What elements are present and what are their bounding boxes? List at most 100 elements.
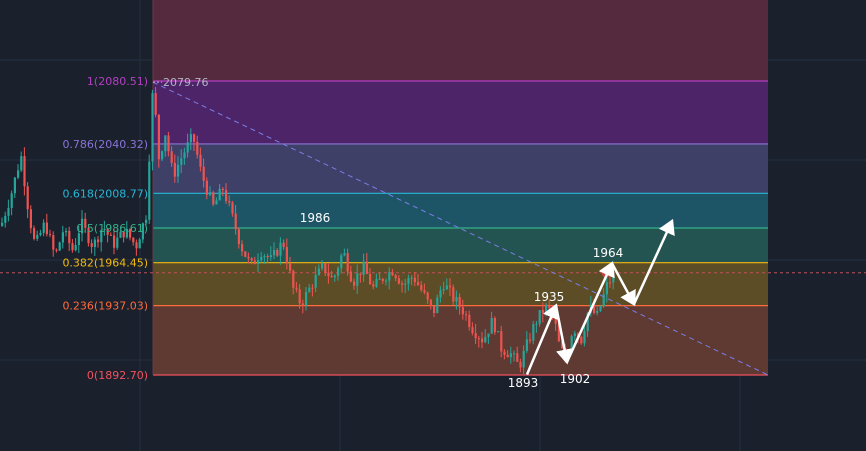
- trendline: [152, 81, 769, 376]
- candle-body-1: [4, 215, 7, 223]
- candle-body-31: [100, 230, 103, 243]
- candle-body-143: [458, 296, 461, 308]
- candle-body-57: [183, 152, 186, 159]
- candle-body-140: [449, 285, 452, 288]
- candle-body-168: [538, 310, 541, 324]
- fib-labels: 1(2080.51) 0.786(2040.32) 0.618(2008.77) 0.…: [62, 75, 148, 382]
- candle-body-120: [385, 280, 388, 282]
- candle-body-137: [439, 290, 442, 298]
- annotation-1935: 1935: [534, 290, 565, 304]
- candle-body-79: [253, 260, 256, 265]
- candle-body-101: [324, 263, 327, 273]
- candle-body-36: [116, 237, 119, 248]
- candle-body-58: [186, 142, 189, 153]
- candle-body-54: [173, 162, 176, 177]
- candle-body-100: [321, 263, 324, 269]
- fib-label-0.5: 0.5(1986.61): [76, 222, 148, 235]
- annotation-1902: 1902: [560, 372, 591, 386]
- candle-body-156: [500, 331, 503, 352]
- candle-body-105: [337, 268, 340, 276]
- candle-body-66: [212, 192, 215, 205]
- candle-body-74: [237, 229, 240, 245]
- candle-body-53: [170, 151, 173, 163]
- candle-body-155: [497, 331, 500, 333]
- candle-body-5: [17, 170, 20, 178]
- candle-body-136: [436, 297, 439, 314]
- fib-label-0.786: 0.786(2040.32): [62, 138, 148, 151]
- candle-body-164: [525, 339, 528, 351]
- candle-body-154: [493, 317, 496, 333]
- candle-body-19: [61, 232, 64, 243]
- candle-body-115: [369, 273, 372, 285]
- candle-body-106: [340, 255, 343, 269]
- candle-body-20: [65, 230, 68, 233]
- candle-body-104: [333, 275, 336, 278]
- candle-body-41: [132, 237, 135, 243]
- candle-body-181: [580, 336, 583, 344]
- candle-body-11: [36, 234, 39, 239]
- candle-body-118: [378, 278, 381, 280]
- candle-body-151: [484, 336, 487, 343]
- candle-body-9: [29, 209, 32, 229]
- candle-body-92: [295, 287, 298, 290]
- candle-body-10: [33, 228, 36, 239]
- candle-body-121: [388, 272, 391, 281]
- candle-body-132: [423, 290, 426, 293]
- candle-body-179: [573, 333, 576, 337]
- annotation-1986: 1986: [300, 211, 331, 225]
- candle-body-175: [561, 341, 564, 348]
- candle-body-111: [356, 273, 359, 286]
- candle-body-71: [228, 200, 231, 203]
- candle-body-42: [135, 242, 138, 249]
- candle-body-146: [468, 314, 471, 328]
- candle-body-69: [221, 188, 224, 191]
- candle-body-0: [1, 222, 4, 226]
- candle-body-75: [241, 244, 244, 252]
- candle-body-51: [164, 135, 167, 152]
- candle-body-110: [353, 281, 356, 286]
- candle-body-24: [77, 233, 80, 246]
- candle-body-187: [599, 306, 602, 311]
- candle-body-178: [570, 336, 573, 354]
- candle-body-38: [122, 231, 125, 238]
- candle-body-67: [215, 200, 218, 205]
- candle-body-99: [317, 268, 320, 275]
- candle-body-174: [557, 323, 560, 342]
- candle-body-114: [365, 261, 368, 274]
- candle-body-12: [39, 232, 42, 235]
- projection-arrow-3: [610, 262, 636, 307]
- candle-body-21: [68, 230, 71, 244]
- annotations: 1986 1935 1964 1893 1902: [300, 211, 624, 390]
- candle-body-150: [481, 338, 484, 343]
- candle-body-90: [289, 263, 292, 271]
- candle-body-64: [205, 180, 208, 195]
- candle-body-7: [23, 156, 26, 187]
- candle-body-84: [269, 255, 272, 258]
- candle-body-49: [157, 114, 160, 160]
- candle-body-73: [234, 213, 237, 230]
- candle-body-190: [609, 282, 612, 284]
- candle-body-112: [359, 273, 362, 275]
- candle-body-134: [429, 299, 432, 306]
- zone-0.618: [153, 193, 768, 228]
- candle-body-39: [125, 228, 128, 238]
- candle-body-129: [413, 277, 416, 283]
- candle-body-30: [97, 239, 100, 243]
- candle-body-144: [461, 307, 464, 315]
- candle-body-34: [109, 234, 112, 236]
- candle-body-123: [394, 275, 397, 279]
- candle-body-8: [26, 186, 29, 210]
- zone-above-1: [153, 0, 768, 81]
- candle-body-32: [103, 228, 106, 231]
- projection-arrow-4: [632, 218, 675, 305]
- candle-body-189: [605, 282, 608, 295]
- candle-body-47: [151, 93, 154, 162]
- candle-body-56: [180, 158, 183, 165]
- projection-arrow-1: [554, 305, 574, 365]
- candle-body-165: [529, 339, 532, 341]
- candle-body-15: [49, 234, 52, 236]
- candle-body-4: [13, 177, 16, 194]
- candle-body-139: [445, 285, 448, 290]
- candle-body-166: [532, 324, 535, 341]
